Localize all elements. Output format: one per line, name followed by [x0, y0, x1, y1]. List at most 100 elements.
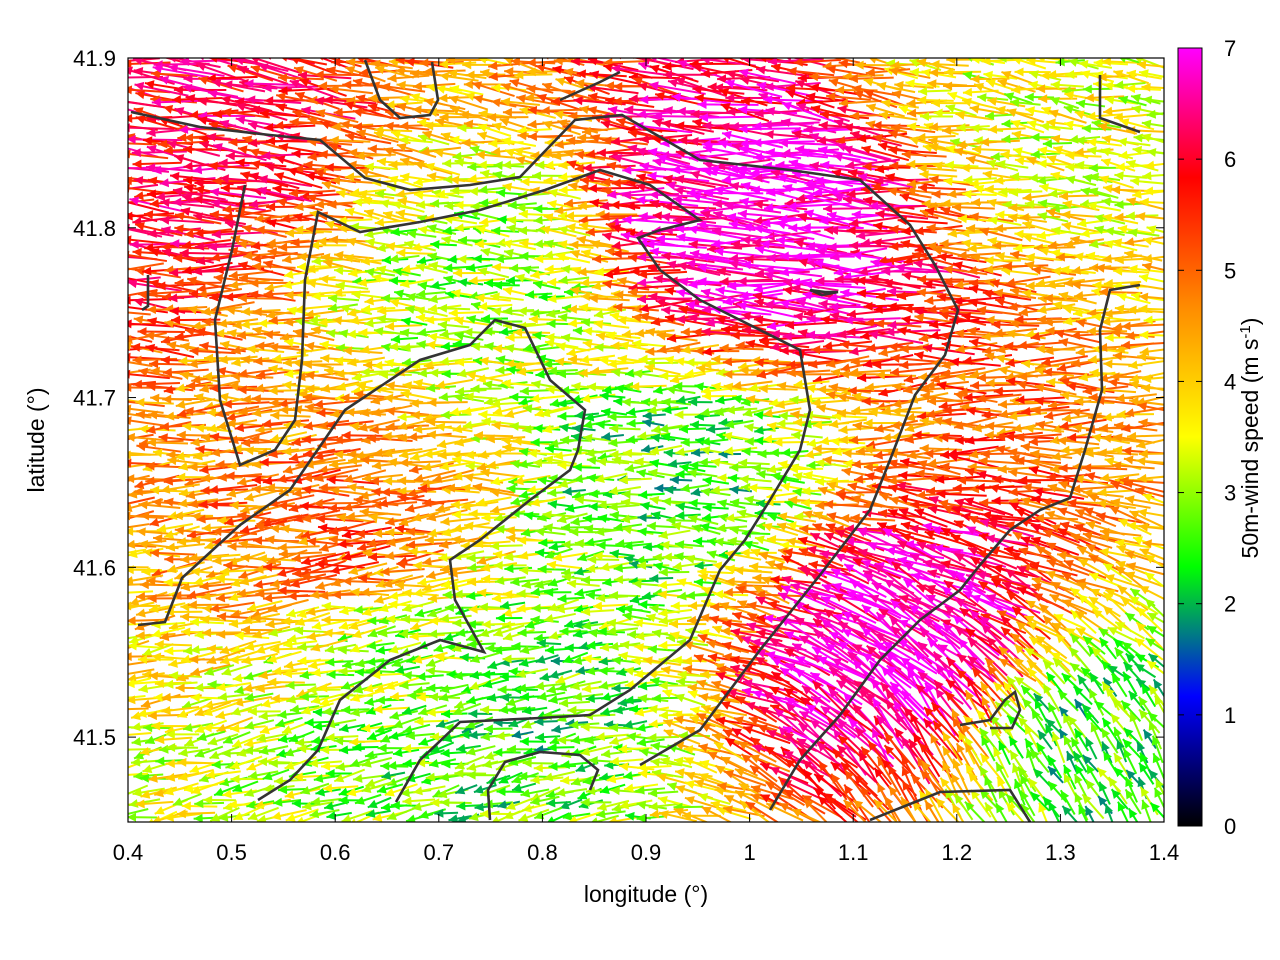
wind-vector-head — [591, 281, 602, 291]
wind-vector-head — [1112, 351, 1123, 361]
wind-vector-head — [1037, 159, 1047, 169]
wind-vector-head — [970, 253, 981, 263]
wind-vector-shaft — [152, 66, 210, 79]
wind-vector-head — [143, 210, 154, 220]
wind-vector-head — [931, 189, 941, 199]
wind-vector-head — [920, 111, 930, 121]
wind-vector-head — [1070, 330, 1081, 340]
wind-vector-head — [1043, 317, 1053, 327]
wind-vector-head — [984, 352, 995, 362]
wind-vector-head — [588, 58, 598, 66]
wind-vector-head — [1104, 333, 1114, 343]
wind-vector-head — [969, 369, 980, 379]
wind-vector-head — [593, 309, 604, 319]
wind-vector-head — [764, 202, 774, 212]
wind-vector-head — [766, 321, 777, 331]
wind-vector-head — [210, 198, 221, 208]
wind-vector-head — [849, 346, 859, 356]
wind-vector-head — [238, 369, 248, 378]
wind-vector-head — [1055, 252, 1065, 262]
wind-vector-shaft — [128, 281, 182, 292]
wind-vector-head — [191, 321, 202, 331]
wind-vector-head — [1141, 119, 1152, 129]
wind-vector-head — [918, 372, 928, 382]
wind-vector-head — [240, 355, 251, 365]
wind-vector-head — [533, 204, 543, 214]
wind-vector-head — [405, 58, 415, 67]
wind-vector-head — [661, 305, 671, 315]
wind-vector-head — [628, 94, 639, 104]
wind-vector-head — [215, 328, 225, 338]
wind-vector-head — [842, 195, 853, 205]
wind-vector-head — [759, 338, 770, 348]
wind-vector-head — [214, 265, 224, 275]
wind-vector-head — [954, 329, 965, 339]
wind-vector-head — [1018, 372, 1028, 381]
wind-vector-head — [314, 70, 324, 80]
wind-vector-head — [1118, 95, 1129, 105]
wind-vector-head — [688, 240, 699, 250]
wind-vector-head — [425, 162, 435, 172]
wind-vector-head — [621, 190, 632, 200]
wind-vector-head — [701, 327, 711, 337]
wind-vector-head — [941, 360, 951, 370]
wind-vector-head — [770, 329, 780, 339]
wind-vector-head — [491, 262, 502, 272]
wind-vector-head — [180, 342, 190, 352]
wind-vector-head — [1014, 156, 1025, 166]
wind-vector-head — [491, 226, 501, 236]
wind-vector-head — [217, 318, 228, 328]
wind-vector-head — [170, 171, 180, 181]
wind-vector-head — [505, 359, 515, 369]
wind-vector-head — [678, 305, 689, 315]
wind-vector-head — [223, 211, 234, 221]
wind-vector-head — [353, 122, 363, 132]
wind-vector-head — [291, 149, 301, 159]
wind-vector-head — [795, 193, 806, 203]
wind-vector-head — [849, 276, 860, 286]
wind-vector-head — [475, 150, 486, 160]
wind-vector-head — [834, 118, 844, 128]
wind-vector-head — [315, 109, 326, 118]
wind-vector-shaft — [128, 142, 156, 146]
wind-vector-head — [613, 302, 623, 312]
wind-vector-head — [412, 105, 422, 115]
wind-vector-head — [1142, 236, 1153, 246]
wind-vector-head — [581, 126, 592, 136]
wind-vector-head — [885, 172, 896, 182]
wind-vector-head — [567, 318, 578, 328]
wind-vector-head — [728, 164, 738, 174]
wind-vector-head — [630, 266, 640, 276]
wind-vector-head — [477, 160, 487, 170]
wind-vector-head — [903, 304, 913, 314]
wind-vector-head — [1000, 150, 1010, 160]
wind-vector-head — [533, 239, 544, 249]
wind-vector-head — [970, 74, 980, 84]
wind-vector-head — [385, 100, 395, 110]
wind-vector-head — [582, 326, 593, 336]
wind-vector-head — [846, 309, 857, 319]
wind-vector-head — [376, 314, 386, 324]
wind-vector-head — [510, 58, 521, 67]
wind-vector-shaft — [874, 178, 929, 182]
wind-vector-head — [650, 317, 661, 327]
wind-vector-head — [346, 329, 357, 339]
wind-vector-head — [1061, 221, 1072, 231]
wind-vector-head — [1136, 60, 1147, 70]
wind-vector-head — [681, 345, 691, 355]
wind-vector-head — [703, 144, 713, 154]
wind-vector-head — [222, 107, 232, 117]
wind-vector-head — [875, 370, 885, 380]
wind-vector-head — [323, 259, 334, 268]
wind-vector-head — [628, 129, 638, 138]
wind-vector-head — [306, 264, 316, 274]
wind-vector-head — [688, 313, 698, 323]
wind-vector-head — [149, 359, 159, 369]
wind-vector-head — [1078, 59, 1089, 69]
wind-vector-head — [170, 239, 180, 249]
wind-vector-shaft — [805, 333, 863, 339]
wind-vector-head — [810, 104, 821, 114]
wind-vector-head — [417, 368, 428, 378]
wind-vector-head — [174, 107, 185, 116]
wind-vector-head — [856, 288, 867, 298]
